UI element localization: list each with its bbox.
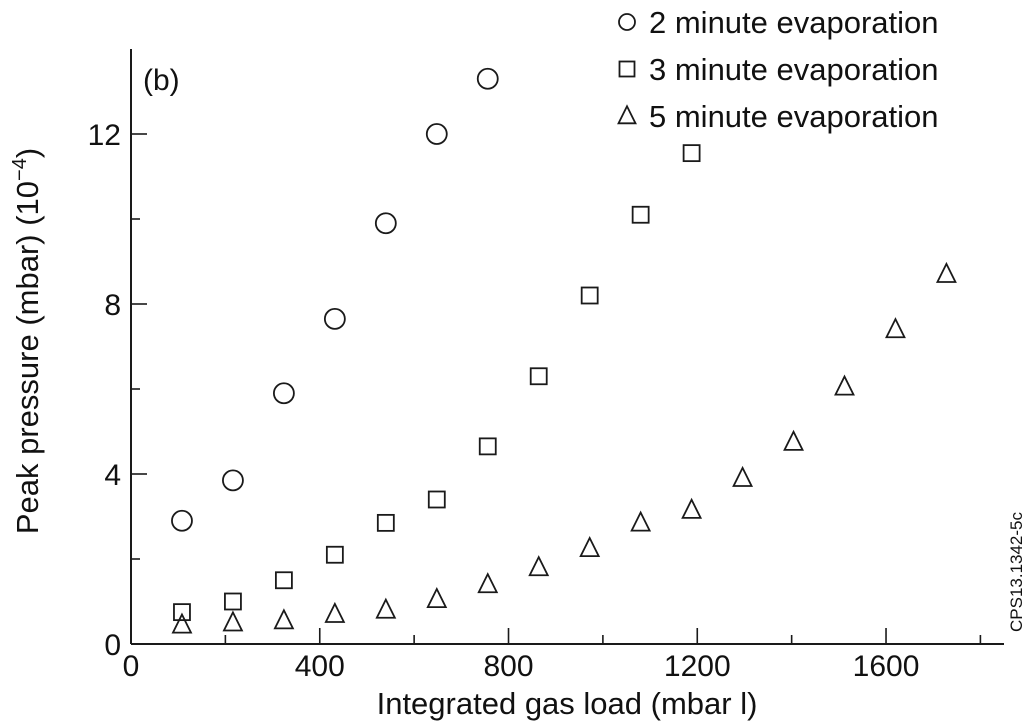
data-point-square [274, 571, 293, 590]
data-point-triangle [579, 536, 601, 558]
data-point-triangle [375, 597, 397, 619]
x-tick-label: 400 [295, 650, 345, 683]
panel-label: (b) [143, 64, 180, 97]
y-tick-label: 4 [104, 459, 121, 492]
legend-item: 3 minute evaporation [618, 52, 939, 87]
legend-label: 5 minute evaporation [649, 99, 939, 134]
axes [130, 49, 1004, 645]
data-point-triangle [630, 510, 652, 532]
x-axis-title: Integrated gas load (mbar l) [377, 686, 758, 721]
data-point-triangle [935, 261, 957, 283]
data-point-circle [323, 307, 346, 330]
y-axis-title: Peak pressure (mbar) (10−4) [9, 148, 45, 534]
legend-item: 5 minute evaporation [617, 99, 939, 134]
series-triangle [171, 261, 957, 634]
data-point-square [682, 144, 701, 163]
data-point-circle [374, 212, 397, 235]
data-point-triangle [477, 572, 499, 594]
figure-code: CPS13.1342-5c [1007, 511, 1026, 632]
y-axis-title-close: ) [10, 148, 45, 158]
data-point-triangle [783, 429, 804, 451]
data-point-triangle [222, 610, 244, 632]
data-point-square [427, 490, 446, 509]
data-point-circle [476, 67, 499, 90]
ticks [130, 133, 982, 645]
data-point-triangle [324, 601, 346, 623]
y-tick-label: 8 [104, 289, 121, 322]
series-circle [171, 67, 499, 532]
data-point-square [325, 545, 344, 564]
data-point-triangle [681, 497, 703, 519]
x-tick-label: 800 [483, 650, 533, 683]
legend-item: 2 minute evaporation [618, 5, 939, 40]
data-point-triangle [732, 465, 754, 487]
data-point-triangle [426, 587, 448, 609]
legend-label: 2 minute evaporation [649, 5, 939, 40]
legend-marker-triangle [617, 104, 637, 125]
data-point-circle [171, 509, 193, 532]
data-point-square [580, 286, 599, 305]
y-tick-label: 12 [88, 119, 121, 152]
legend: 2 minute evaporation 3 minute evaporation… [617, 5, 939, 134]
data-point-square [478, 437, 497, 456]
y-axis-title-main: Peak pressure (mbar) (10 [10, 181, 45, 534]
data-point-square [631, 205, 650, 224]
data-point-triangle [885, 317, 906, 339]
data-points [171, 67, 957, 634]
data-point-square [376, 513, 395, 532]
y-axis-title-superscript: −4 [9, 158, 31, 181]
data-point-square [173, 603, 191, 622]
legend-label: 3 minute evaporation [649, 52, 939, 87]
x-tick-label: 1600 [853, 650, 920, 683]
tick-labels: 0 400 800 1200 1600 0 4 8 12 [88, 119, 920, 683]
data-point-triangle [834, 374, 855, 396]
x-tick-label: 0 [123, 650, 140, 683]
x-tick-label: 1200 [664, 650, 731, 683]
data-point-square [224, 592, 242, 611]
series-square [173, 144, 701, 622]
legend-marker-circle [618, 13, 636, 31]
data-point-circle [222, 469, 244, 492]
data-point-triangle [273, 608, 295, 630]
data-point-circle [272, 382, 295, 405]
data-point-triangle [528, 555, 550, 577]
data-point-square [529, 367, 548, 386]
y-tick-label: 0 [104, 629, 121, 662]
data-point-triangle [171, 612, 193, 634]
data-point-circle [425, 123, 448, 145]
legend-marker-square [618, 60, 636, 78]
